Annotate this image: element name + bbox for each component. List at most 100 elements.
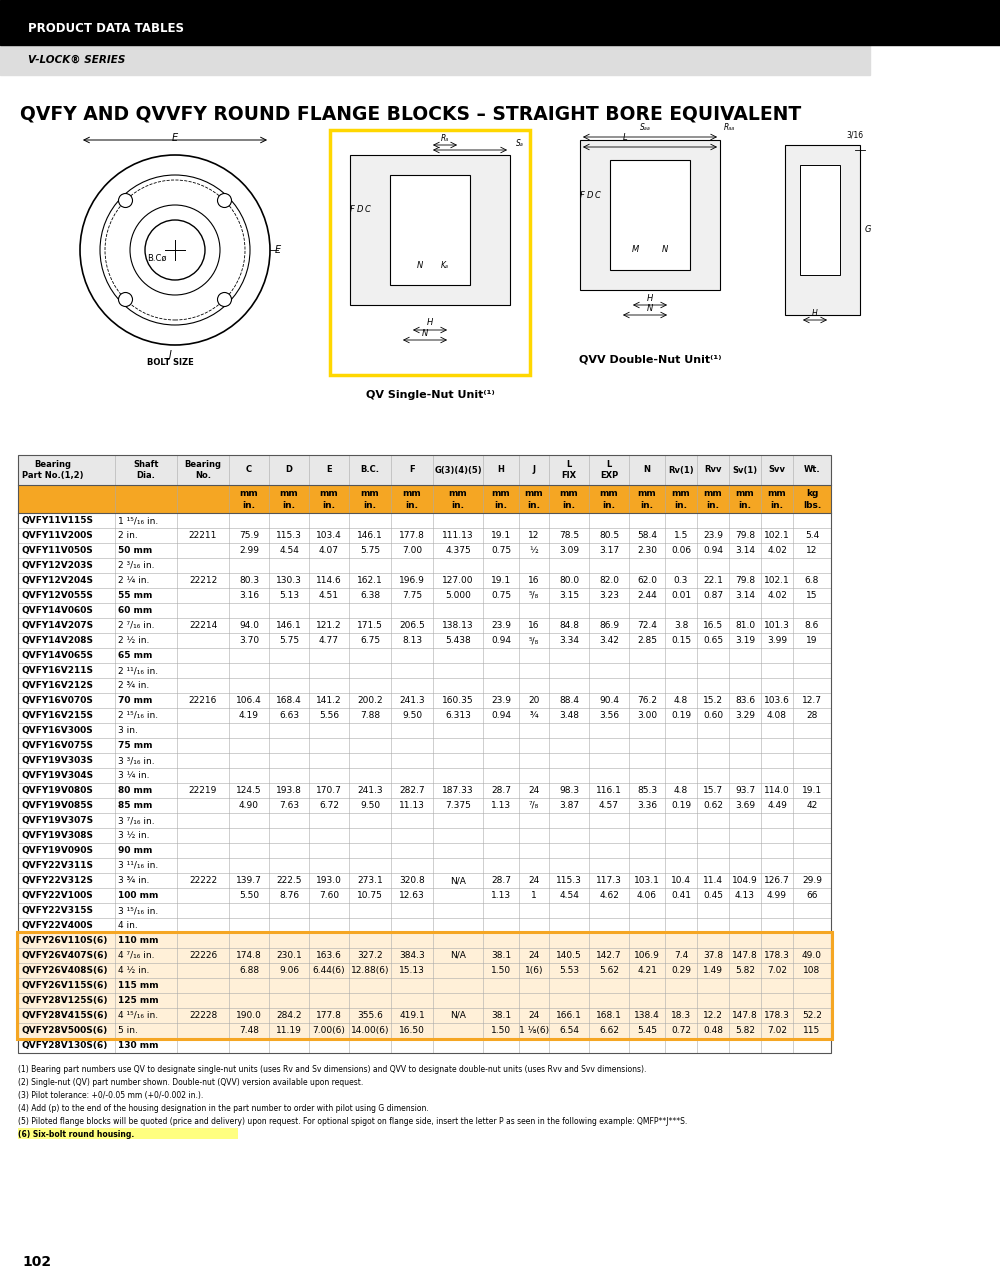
Text: 8.13: 8.13 [402, 636, 422, 645]
Text: 5.4: 5.4 [805, 531, 819, 540]
Text: J: J [169, 349, 171, 360]
Text: mm: mm [492, 489, 510, 498]
Text: QVFY28V125S(6): QVFY28V125S(6) [21, 996, 108, 1005]
Text: QVFY11V050S: QVFY11V050S [21, 547, 93, 556]
Text: 284.2: 284.2 [276, 1011, 302, 1020]
Text: 2.99: 2.99 [239, 547, 259, 556]
Bar [17, 932, 832, 1039]
Text: 5.438: 5.438 [445, 636, 471, 645]
Text: QVFY19V090S: QVFY19V090S [21, 846, 93, 855]
Text: (6) Six-bolt round housing.: (6) Six-bolt round housing. [18, 1130, 134, 1139]
Text: Bearing
Part No.(1,2): Bearing Part No.(1,2) [22, 461, 84, 480]
Text: 14.00(6): 14.00(6) [351, 1027, 389, 1036]
Bar [18, 618, 831, 634]
Text: (1) Bearing part numbers use QV to designate single-nut units (uses Rv and Sv di: (1) Bearing part numbers use QV to desig… [18, 1065, 646, 1074]
Text: 163.6: 163.6 [316, 951, 342, 960]
Text: 11.13: 11.13 [399, 801, 425, 810]
Text: 3.48: 3.48 [559, 710, 579, 719]
Text: 78.5: 78.5 [559, 531, 579, 540]
Text: 15: 15 [806, 591, 818, 600]
Text: 4.19: 4.19 [239, 710, 259, 719]
Bar [18, 648, 831, 663]
Text: 0.62: 0.62 [703, 801, 723, 810]
Text: N: N [647, 303, 653, 314]
Text: 384.3: 384.3 [399, 951, 425, 960]
Text: 6.54: 6.54 [559, 1027, 579, 1036]
Text: 9.50: 9.50 [402, 710, 422, 719]
Text: 7.75: 7.75 [402, 591, 422, 600]
Text: 6.63: 6.63 [279, 710, 299, 719]
Circle shape [217, 193, 231, 207]
Text: 3.17: 3.17 [599, 547, 619, 556]
Text: 38.1: 38.1 [491, 951, 511, 960]
Text: 9.50: 9.50 [360, 801, 380, 810]
Text: 0.41: 0.41 [671, 891, 691, 900]
Bar [18, 1038, 831, 1053]
Text: QVFY19V307S: QVFY19V307S [21, 817, 93, 826]
Text: 115.3: 115.3 [276, 531, 302, 540]
Bar [18, 1023, 831, 1038]
Text: 0.60: 0.60 [703, 710, 723, 719]
Text: 18.3: 18.3 [671, 1011, 691, 1020]
Text: 10.4: 10.4 [671, 876, 691, 884]
Text: mm: mm [280, 489, 298, 498]
Bar [0, 0, 1000, 45]
Bar [18, 813, 831, 828]
Text: 5.13: 5.13 [279, 591, 299, 600]
Text: 65 mm: 65 mm [118, 652, 152, 660]
Text: 55 mm: 55 mm [118, 591, 152, 600]
Text: 10.75: 10.75 [357, 891, 383, 900]
Bar [18, 963, 831, 978]
Text: N: N [417, 261, 423, 270]
Text: 200.2: 200.2 [357, 696, 383, 705]
Text: 0.15: 0.15 [671, 636, 691, 645]
Bar [18, 783, 831, 797]
Bar [18, 603, 831, 618]
Text: 146.1: 146.1 [357, 531, 383, 540]
Bar [18, 454, 831, 485]
Text: F: F [350, 206, 354, 215]
Text: 9.06: 9.06 [279, 966, 299, 975]
Text: 4.8: 4.8 [674, 696, 688, 705]
Text: 4.54: 4.54 [279, 547, 299, 556]
Text: 15.7: 15.7 [703, 786, 723, 795]
Text: QVFY19V085S: QVFY19V085S [21, 801, 93, 810]
Text: 5.000: 5.000 [445, 591, 471, 600]
Text: V-LOCK® SERIES: V-LOCK® SERIES [28, 55, 125, 65]
Text: 108: 108 [803, 966, 821, 975]
Text: 147.8: 147.8 [732, 1011, 758, 1020]
Text: 66: 66 [806, 891, 818, 900]
Text: Rv(1): Rv(1) [668, 466, 694, 475]
Text: E: E [326, 466, 332, 475]
Text: 22219: 22219 [189, 786, 217, 795]
Text: 5.50: 5.50 [239, 891, 259, 900]
Text: 28: 28 [806, 710, 818, 719]
Text: 0.94: 0.94 [703, 547, 723, 556]
Text: 190.0: 190.0 [236, 1011, 262, 1020]
Text: 3 ¼ in.: 3 ¼ in. [118, 771, 150, 780]
Text: 24: 24 [528, 876, 540, 884]
Text: 170.7: 170.7 [316, 786, 342, 795]
Text: 106.9: 106.9 [634, 951, 660, 960]
Text: QVFY16V300S: QVFY16V300S [21, 726, 93, 735]
Bar [18, 918, 831, 933]
Text: QVFY22V315S: QVFY22V315S [21, 906, 93, 915]
Text: M: M [631, 246, 639, 255]
Text: 5.75: 5.75 [279, 636, 299, 645]
Text: QVFY16V211S: QVFY16V211S [21, 666, 93, 675]
Text: 50 mm: 50 mm [118, 547, 152, 556]
Text: N: N [662, 246, 668, 255]
Bar [18, 739, 831, 753]
Text: 19.1: 19.1 [491, 531, 511, 540]
Text: Sv(1): Sv(1) [732, 466, 758, 475]
Text: 22222: 22222 [189, 876, 217, 884]
Text: H: H [427, 317, 433, 326]
Text: G: G [865, 225, 872, 234]
Text: 117.3: 117.3 [596, 876, 622, 884]
Bar [18, 723, 831, 739]
Text: 4.21: 4.21 [637, 966, 657, 975]
Text: 58.4: 58.4 [637, 531, 657, 540]
Text: 171.5: 171.5 [357, 621, 383, 630]
Text: 3.14: 3.14 [735, 591, 755, 600]
Text: 16: 16 [528, 576, 540, 585]
